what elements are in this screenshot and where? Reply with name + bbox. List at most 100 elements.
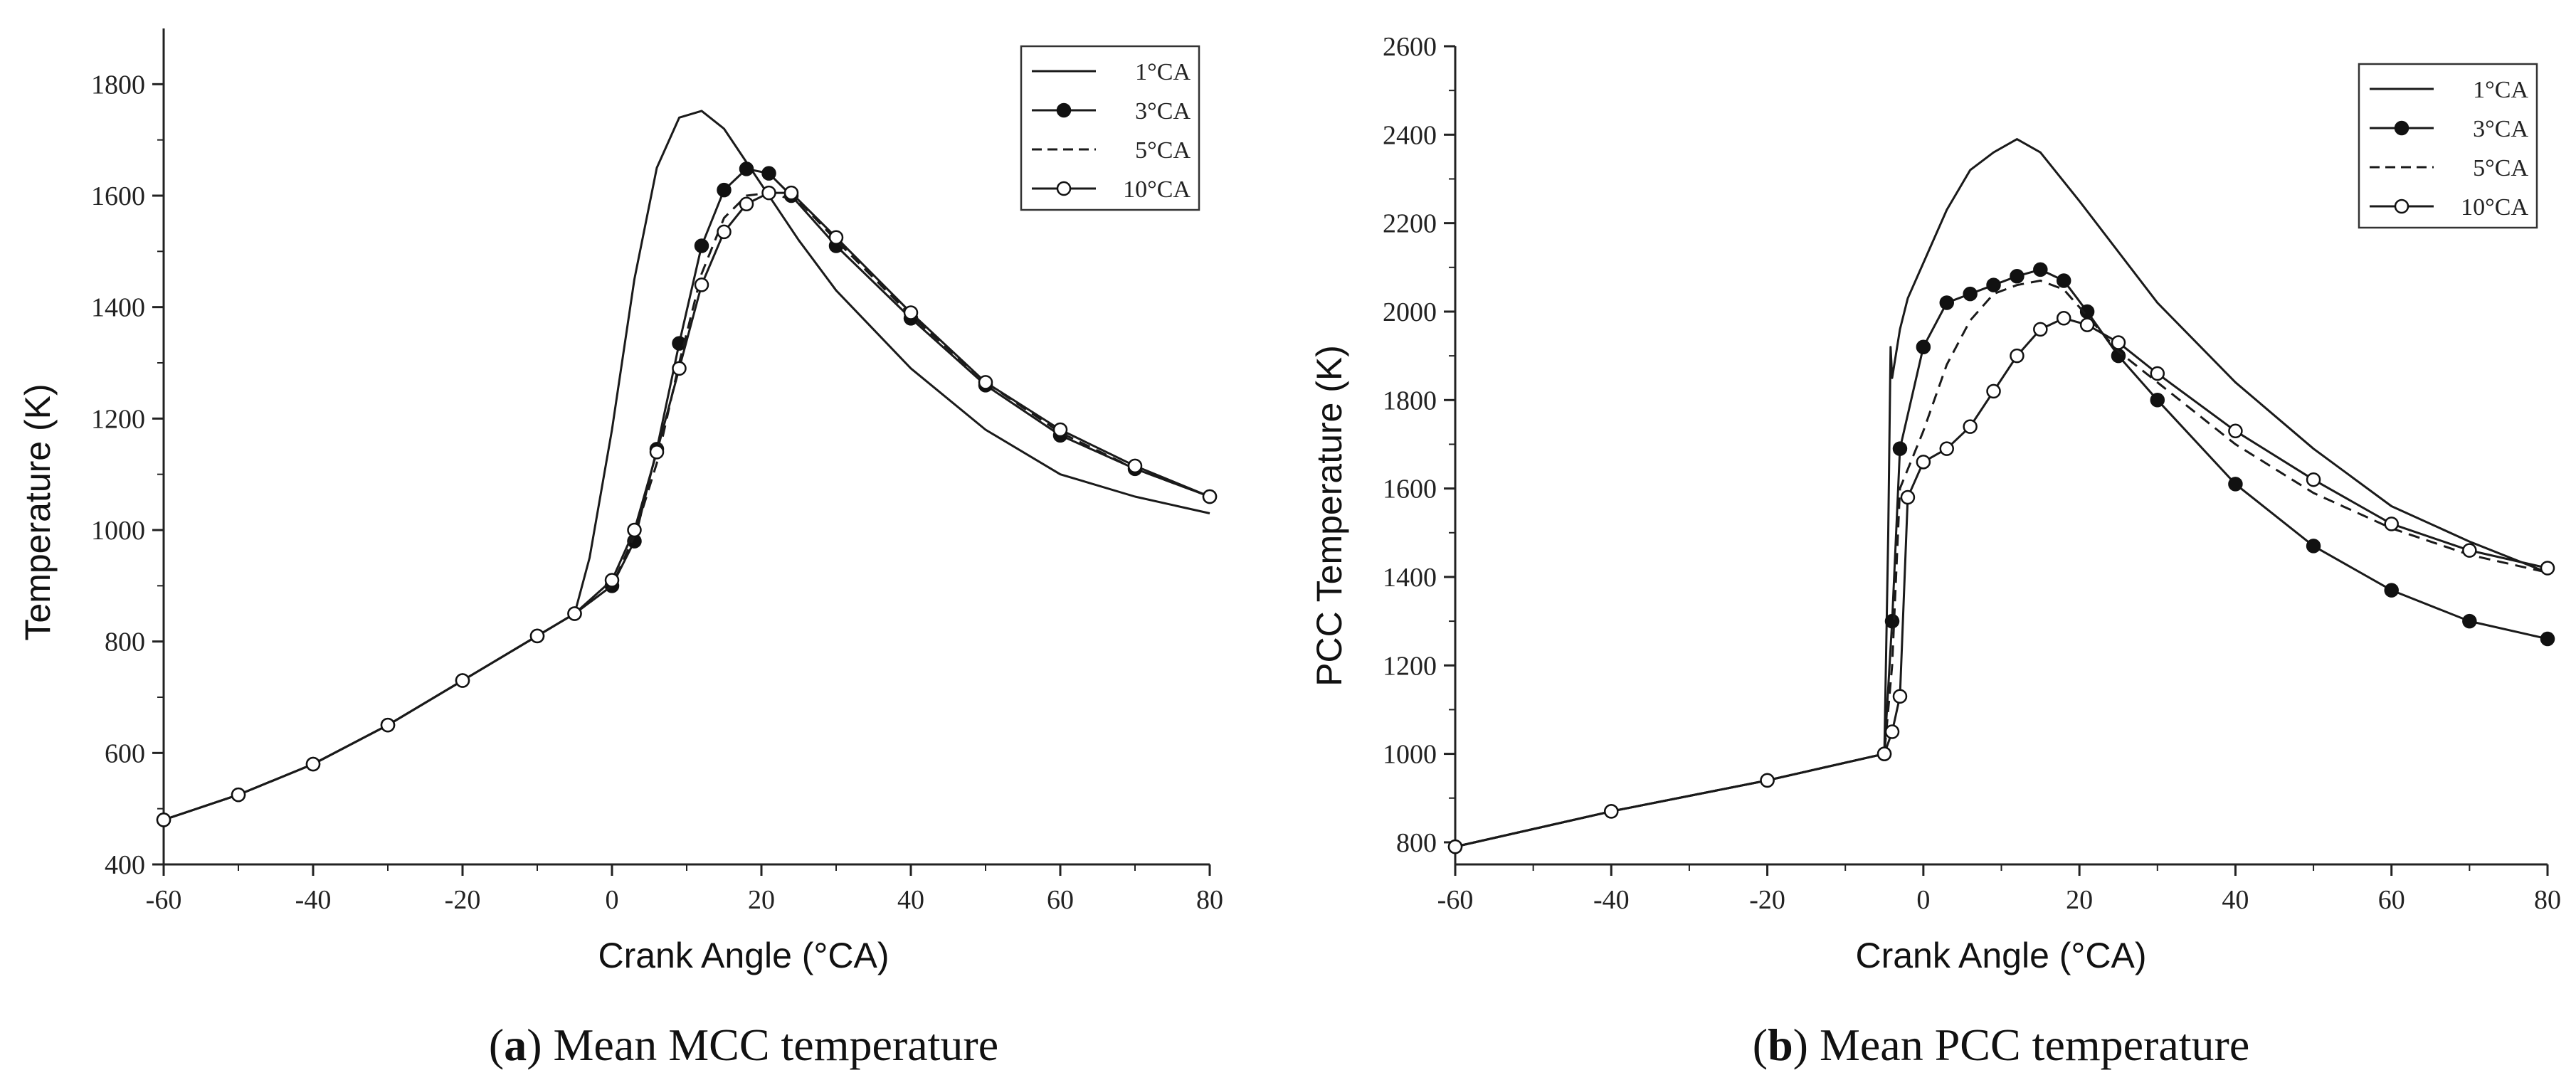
panel-a-xlabel: Crank Angle (°CA) — [598, 936, 889, 975]
legend-label: 5°CA — [1135, 137, 1191, 164]
panel-a-caption-letter: a — [504, 1020, 527, 1070]
y-tick-label: 600 — [105, 738, 145, 768]
series-point — [2010, 268, 2025, 284]
series-point — [2540, 631, 2555, 647]
series-point — [156, 812, 171, 827]
x-tick-label: 40 — [897, 885, 924, 915]
y-tick-label: 1400 — [91, 293, 145, 323]
series-point — [1939, 295, 1954, 310]
series-point — [1900, 489, 1916, 505]
series-point — [627, 522, 642, 538]
series-line-5°CA — [163, 191, 1210, 821]
y-tick-label: 2000 — [1383, 297, 1437, 327]
series-point — [1760, 773, 1775, 788]
panel-a-legend: 1°CA 3°CA 5°CA 10°CA — [1020, 45, 1200, 211]
legend-label: 3°CA — [1135, 98, 1191, 125]
series-point — [305, 756, 321, 772]
panel-a-caption: (a) Mean MCC temperature — [489, 1020, 998, 1070]
series-point — [1916, 339, 1931, 354]
series-point — [1892, 441, 1908, 456]
y-tick-label: 1000 — [91, 516, 145, 546]
series-line-3°CA — [163, 167, 1210, 821]
series-point — [694, 277, 709, 292]
series-point — [739, 162, 754, 176]
series-point — [1986, 383, 2001, 399]
panel-b: -60 -40 -20 0 20 40 60 80 800 1000 1200 1400 1600 180… — [1309, 32, 2561, 1070]
series-point — [1447, 839, 1463, 854]
series-point — [1939, 441, 1954, 456]
legend-marker — [2394, 120, 2409, 136]
x-tick-label: -40 — [295, 885, 332, 915]
y-tick-label: 2400 — [1383, 120, 1437, 150]
x-tick-label: 60 — [2378, 885, 2405, 915]
series-line-3°CA — [1455, 268, 2548, 848]
panel-b-axes: -60 -40 -20 0 20 40 60 80 800 1000 1200 1400 1600 180… — [1383, 32, 2561, 915]
series-point — [649, 445, 665, 460]
series-point — [2228, 423, 2243, 439]
y-tick-label: 2600 — [1383, 32, 1437, 62]
series-point — [828, 230, 844, 245]
series-point — [567, 606, 582, 621]
series-point — [1884, 613, 1900, 629]
series-point — [2150, 366, 2165, 381]
x-tick-label: 20 — [748, 885, 775, 915]
series-point — [2010, 348, 2025, 364]
panel-b-caption: (b) Mean PCC temperature — [1753, 1020, 2250, 1070]
panel-a-ylabel: Temperature (K) — [18, 383, 58, 640]
series-line-10°CA — [163, 191, 1210, 821]
x-tick-label: 60 — [1047, 885, 1074, 915]
series-line-5°CA — [1455, 279, 2548, 848]
series-line-1°CA — [163, 110, 1210, 821]
x-tick-label: 80 — [2534, 885, 2561, 915]
series-point — [783, 185, 799, 201]
series-point — [1892, 689, 1908, 704]
y-tick-label: 1600 — [91, 181, 145, 211]
series-point — [2228, 477, 2243, 492]
series-point — [1963, 286, 1978, 302]
series-point — [1884, 724, 1900, 739]
panel-b-caption-title: Mean PCC temperature — [1820, 1020, 2249, 1070]
series-point — [455, 673, 470, 688]
y-tick-label: 800 — [105, 628, 145, 657]
x-tick-label: 20 — [2066, 885, 2093, 915]
series-point — [1604, 804, 1619, 819]
series-point — [380, 717, 396, 733]
panel-b-caption-letter: b — [1768, 1020, 1793, 1070]
series-point — [2056, 273, 2071, 288]
y-tick-label: 1800 — [1383, 386, 1437, 415]
series-point — [739, 196, 754, 211]
series-point — [978, 375, 993, 390]
legend-marker — [2394, 198, 2409, 214]
series-point — [2150, 393, 2165, 408]
series-point — [1916, 455, 1931, 470]
series-point — [2033, 322, 2048, 337]
series-point — [672, 361, 687, 376]
series-point — [1876, 746, 1892, 761]
x-tick-label: -60 — [146, 885, 182, 915]
series-line-10°CA — [1455, 317, 2548, 848]
y-tick-label: 1800 — [91, 70, 145, 100]
series-point — [903, 305, 919, 320]
x-tick-label: 0 — [1916, 885, 1930, 915]
panel-b-xlabel: Crank Angle (°CA) — [1855, 936, 2146, 975]
panel-b-legend: 1°CA 3°CA 5°CA 10°CA — [2358, 63, 2538, 229]
x-tick-label: -40 — [1593, 885, 1630, 915]
legend-label: 10°CA — [2461, 194, 2528, 221]
series-point — [529, 628, 545, 644]
series-point — [717, 224, 732, 240]
x-tick-label: 80 — [1196, 885, 1223, 915]
panel-a-series — [156, 110, 1218, 827]
series-point — [604, 573, 620, 588]
x-tick-label: -60 — [1437, 885, 1474, 915]
y-tick-label: 1400 — [1383, 563, 1437, 593]
y-tick-label: 2200 — [1383, 209, 1437, 239]
series-point — [2111, 335, 2126, 350]
series-point — [694, 238, 709, 253]
panel-b-series — [1447, 138, 2555, 854]
series-point — [1986, 277, 2001, 292]
y-tick-label: 1000 — [1383, 740, 1437, 770]
series-point — [2033, 262, 2048, 277]
series-point — [1052, 422, 1068, 438]
x-tick-label: 40 — [2222, 885, 2249, 915]
